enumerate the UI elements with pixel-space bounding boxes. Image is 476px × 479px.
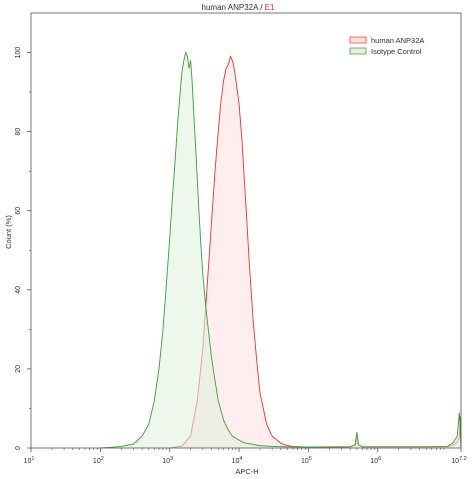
x-tick-base: 10 [232, 458, 240, 465]
x-tick-exponent: 2 [101, 456, 104, 462]
y-axis-label: Count (%) [4, 215, 13, 249]
y-tick-label: 40 [15, 286, 22, 294]
x-tick-base: 10 [162, 458, 170, 465]
x-tick-base: 10 [301, 458, 309, 465]
y-axis: 0 20 40 60 80 100 [15, 47, 31, 450]
series-area-2 [100, 52, 461, 449]
x-axis: 101 102 103 104 105 106 107.2 [24, 448, 467, 465]
chart-title-gate: E1 [265, 3, 275, 12]
x-tick-label: 105 [301, 456, 312, 465]
y-tick-label: 100 [15, 47, 22, 59]
legend-swatch-2 [349, 47, 367, 55]
plot-frame [30, 12, 462, 449]
chart-title: human ANP32A / E1 [202, 3, 275, 12]
x-tick-label: 104 [232, 456, 243, 465]
legend-swatch-1 [349, 36, 367, 44]
x-tick-exponent: 4 [239, 456, 242, 462]
x-tick-exponent: 1 [31, 456, 34, 462]
x-tick-label: 101 [24, 456, 35, 465]
x-tick-label: 103 [162, 456, 173, 465]
y-tick-label: 20 [15, 365, 22, 373]
x-tick-exponent: 3 [170, 456, 173, 462]
legend-label-1: human ANP32A [371, 36, 424, 45]
x-tick-base: 10 [451, 458, 459, 465]
x-tick-base: 10 [93, 458, 101, 465]
x-tick-label: 102 [93, 456, 104, 465]
chart-title-main: human ANP32A [202, 3, 260, 12]
x-axis-label: APC-H [235, 467, 258, 476]
x-tick-base: 10 [370, 458, 378, 465]
y-tick-label: 60 [15, 207, 22, 215]
x-tick-exponent: 5 [309, 456, 312, 462]
series-layer [100, 51, 462, 449]
series-line-2 [100, 51, 462, 449]
x-tick-label: 106 [370, 456, 381, 465]
legend: human ANP32A Isotype Control [349, 36, 424, 56]
x-tick-label: 107.2 [451, 456, 466, 465]
x-tick-base: 10 [24, 458, 32, 465]
x-tick-exponent: 7.2 [459, 456, 467, 462]
y-tick-label: 0 [15, 446, 22, 450]
legend-label-2: Isotype Control [371, 47, 422, 56]
y-tick-label: 80 [15, 128, 22, 136]
x-tick-exponent: 6 [378, 456, 381, 462]
chart-title-separator: / [258, 3, 265, 12]
